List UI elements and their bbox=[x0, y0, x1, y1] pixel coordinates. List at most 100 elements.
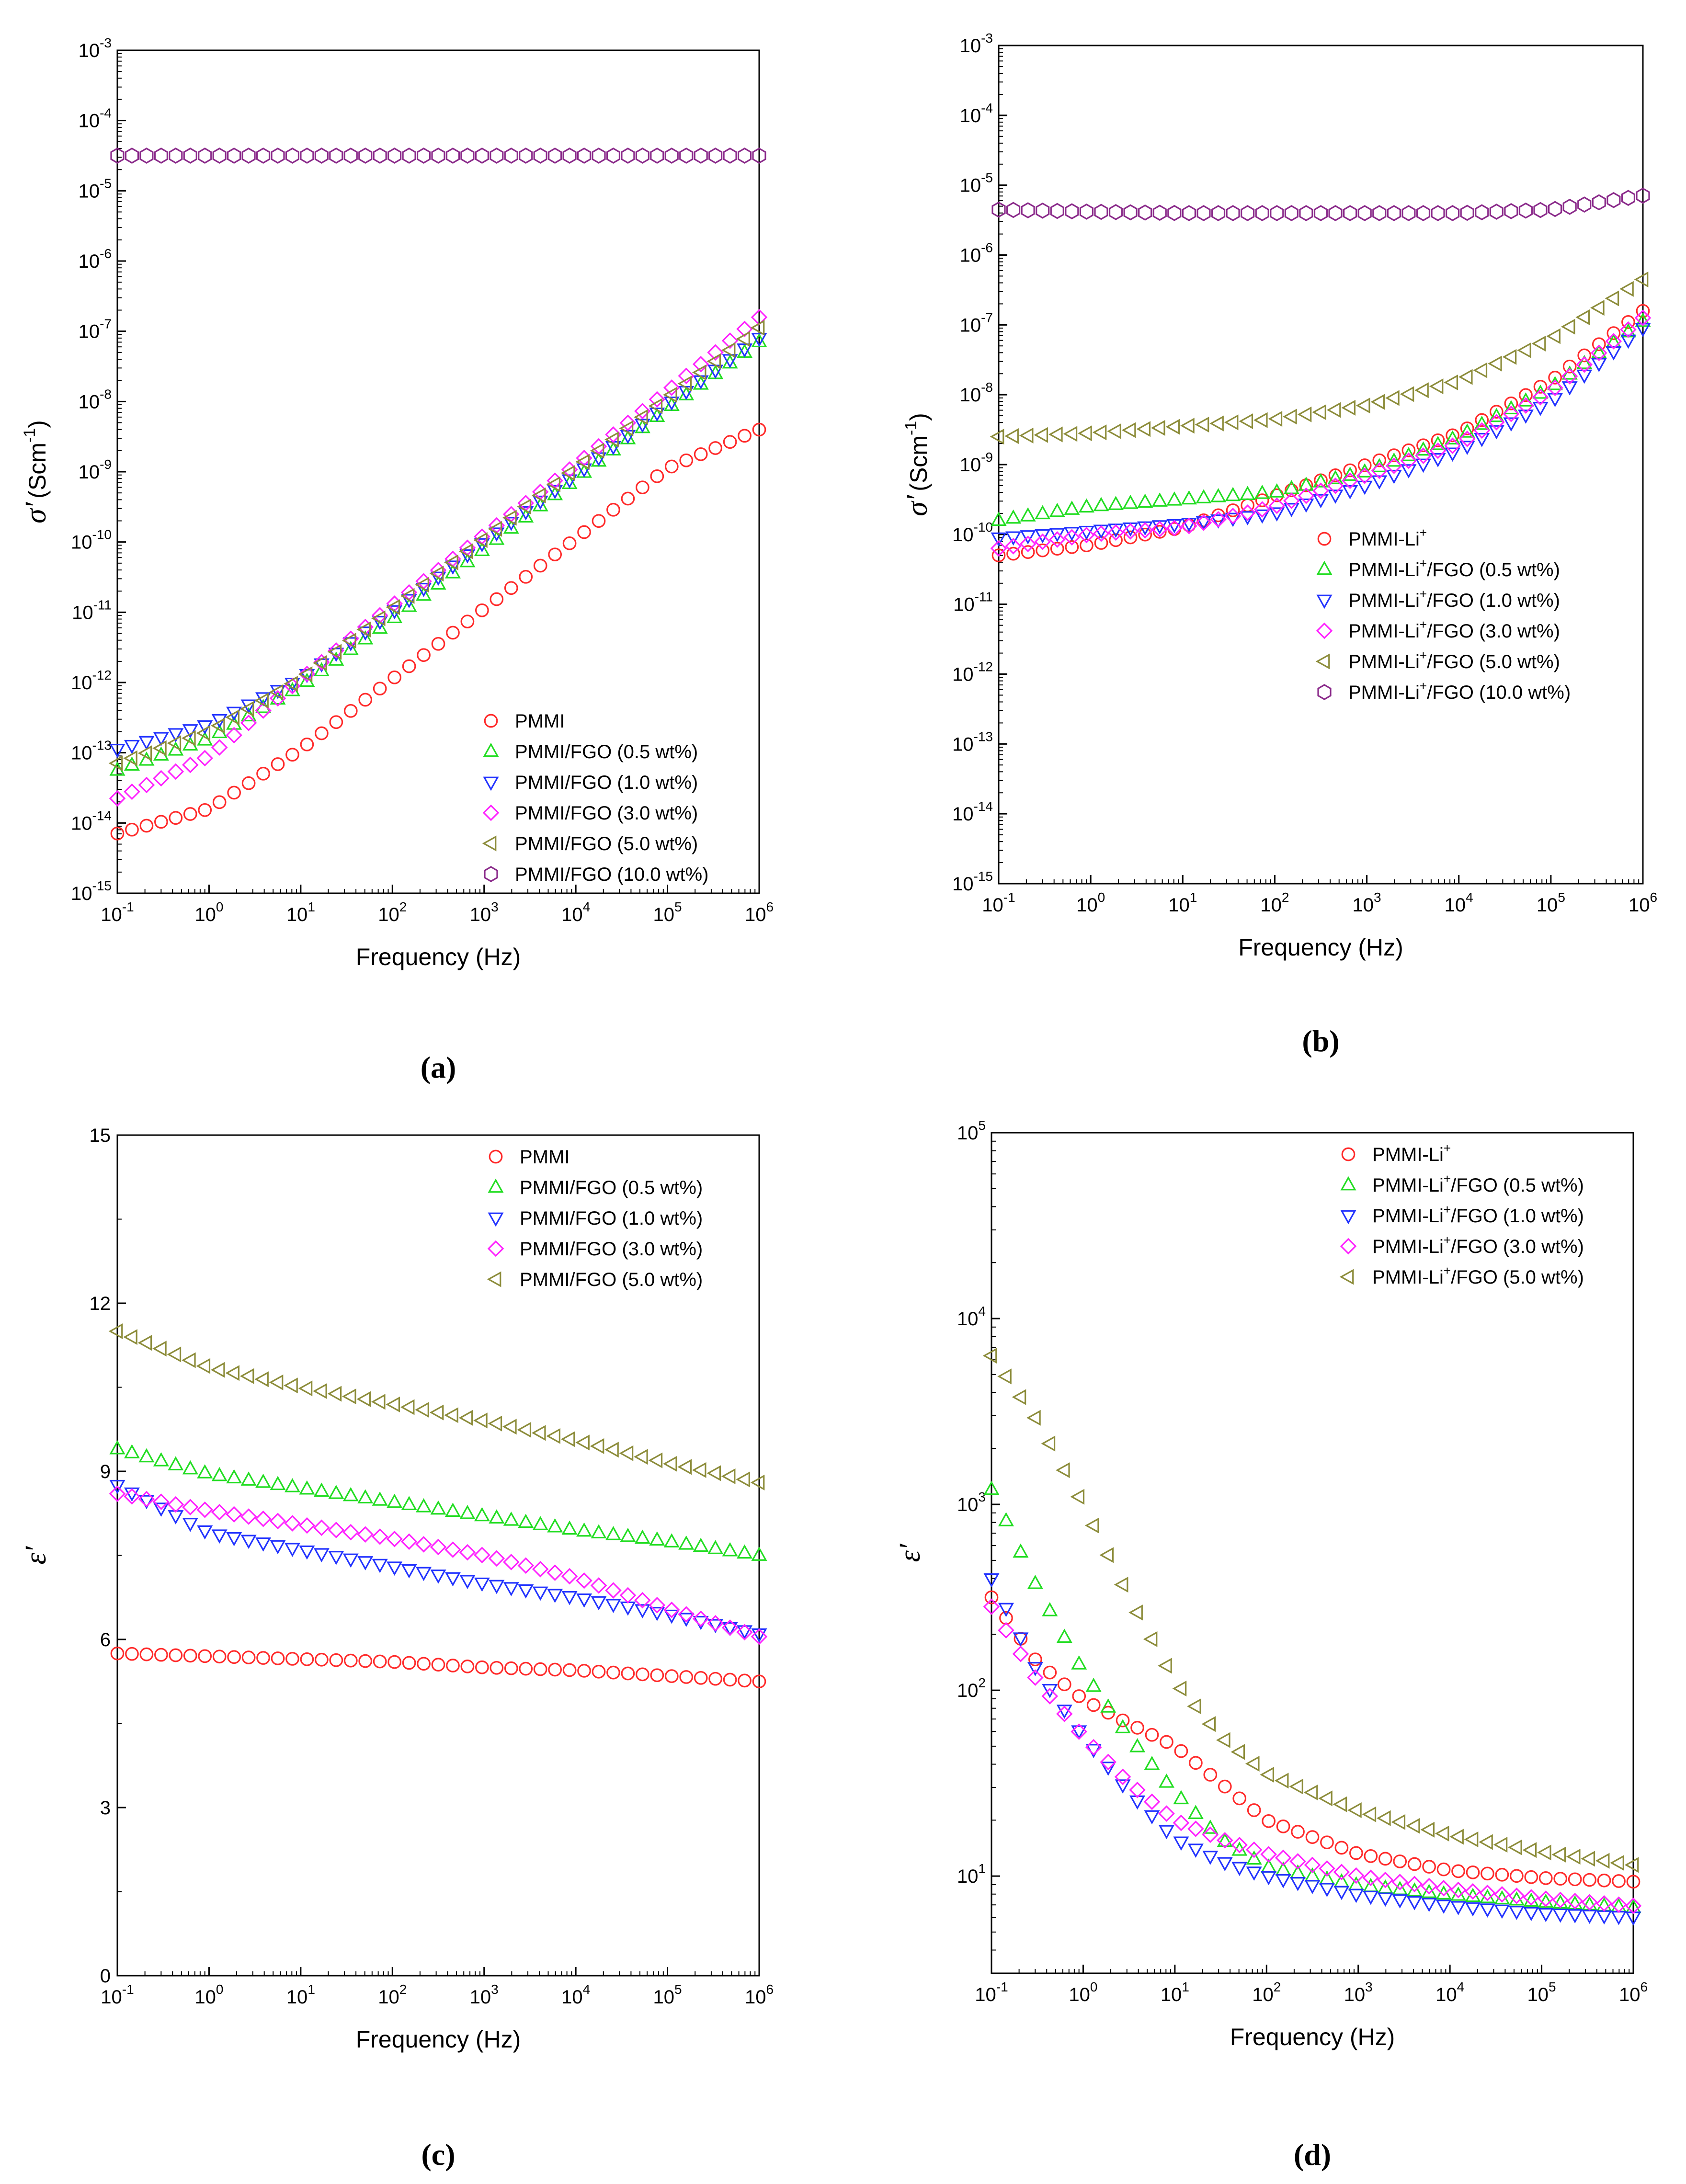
data-point bbox=[1465, 1902, 1481, 1917]
data-point bbox=[592, 514, 606, 528]
data-point bbox=[1378, 1852, 1392, 1866]
data-point bbox=[211, 1529, 228, 1544]
data-point bbox=[1145, 1728, 1159, 1742]
data-point bbox=[1333, 1796, 1347, 1812]
data-point bbox=[723, 435, 737, 449]
data-point bbox=[1547, 379, 1563, 397]
data-point bbox=[1246, 1866, 1262, 1881]
data-point bbox=[342, 633, 356, 649]
data-point bbox=[1392, 1894, 1408, 1909]
data-point bbox=[329, 715, 343, 729]
data-point bbox=[1532, 389, 1549, 406]
data-point bbox=[196, 1358, 211, 1374]
data-point bbox=[983, 1480, 1000, 1495]
legend-marker bbox=[1340, 1210, 1356, 1225]
data-point bbox=[1195, 514, 1212, 531]
data-point bbox=[533, 1662, 547, 1676]
data-point bbox=[547, 1518, 563, 1533]
x-axis-label: Frequency (Hz) bbox=[1230, 2024, 1395, 2050]
data-point bbox=[1422, 1860, 1436, 1874]
data-point bbox=[1508, 1906, 1525, 1920]
data-point bbox=[327, 644, 342, 660]
data-point bbox=[723, 1672, 737, 1687]
data-point bbox=[1050, 542, 1064, 556]
data-point bbox=[444, 1407, 458, 1423]
data-point bbox=[401, 1496, 417, 1511]
data-point bbox=[1450, 1901, 1467, 1915]
data-point bbox=[154, 815, 168, 829]
data-point bbox=[738, 429, 752, 443]
data-point bbox=[1523, 1907, 1539, 1922]
data-point bbox=[254, 693, 269, 709]
data-point bbox=[576, 1572, 592, 1589]
data-point bbox=[474, 1547, 490, 1563]
data-point bbox=[1005, 509, 1022, 524]
data-point bbox=[109, 790, 126, 807]
data-point bbox=[518, 508, 534, 523]
data-point bbox=[1333, 1873, 1350, 1888]
data-point bbox=[212, 1649, 227, 1664]
data-point bbox=[241, 776, 256, 790]
data-point bbox=[430, 1570, 446, 1584]
data-point bbox=[1013, 1543, 1029, 1558]
data-point bbox=[737, 1544, 753, 1559]
data-point bbox=[400, 1533, 418, 1550]
plot-frame bbox=[998, 45, 1644, 885]
data-point bbox=[619, 1587, 637, 1604]
data-point bbox=[1634, 272, 1649, 288]
data-point bbox=[1372, 205, 1387, 221]
data-point bbox=[592, 148, 606, 164]
y-tick-label: 10-13 bbox=[952, 729, 993, 755]
data-point bbox=[429, 1404, 444, 1421]
data-point bbox=[489, 1509, 505, 1524]
data-point bbox=[649, 1531, 665, 1546]
legend-entry: PMMI/FGO (5.0 wt%) bbox=[520, 1269, 703, 1290]
data-point bbox=[473, 1412, 488, 1429]
data-point bbox=[1620, 321, 1637, 338]
data-point bbox=[1268, 411, 1283, 427]
data-point bbox=[1634, 309, 1652, 327]
x-tick-label: 10-1 bbox=[101, 1982, 134, 2008]
data-point bbox=[1268, 497, 1286, 514]
data-point bbox=[1562, 359, 1577, 374]
data-point bbox=[109, 1485, 126, 1502]
data-point bbox=[1092, 424, 1107, 441]
legend-marker bbox=[487, 1240, 504, 1257]
x-tick-label: 105 bbox=[653, 1982, 682, 2008]
data-point bbox=[1173, 1814, 1190, 1831]
series-PMMI bbox=[110, 422, 766, 841]
data-point bbox=[387, 1561, 403, 1576]
data-point bbox=[459, 549, 476, 564]
data-point bbox=[1406, 1896, 1423, 1911]
data-point bbox=[1362, 1806, 1377, 1822]
legend-entry: PMMI/FGO (1.0 wt%) bbox=[520, 1208, 703, 1229]
data-point bbox=[1202, 1851, 1219, 1865]
data-point bbox=[1232, 1791, 1247, 1806]
data-point bbox=[285, 748, 299, 762]
data-point bbox=[430, 1500, 446, 1515]
data-point bbox=[474, 538, 490, 553]
data-point bbox=[125, 148, 139, 164]
data-point bbox=[372, 1491, 388, 1506]
data-point bbox=[650, 1668, 664, 1683]
y-tick-label: 15 bbox=[90, 1125, 111, 1146]
data-point bbox=[401, 594, 417, 608]
data-point bbox=[1348, 1888, 1364, 1903]
data-point bbox=[1275, 1849, 1292, 1866]
data-point bbox=[634, 1449, 648, 1465]
data-point bbox=[168, 1456, 184, 1471]
data-point bbox=[1606, 192, 1621, 208]
data-point bbox=[707, 344, 724, 361]
y-tick-label: 101 bbox=[957, 1861, 986, 1887]
data-point bbox=[1356, 467, 1373, 484]
plot-frame bbox=[991, 1132, 1634, 1974]
data-point bbox=[1561, 381, 1578, 396]
data-point bbox=[636, 1667, 649, 1682]
data-point bbox=[1328, 205, 1343, 221]
data-point bbox=[1581, 1851, 1595, 1867]
data-point bbox=[1211, 205, 1226, 221]
data-point bbox=[1606, 326, 1621, 340]
data-point bbox=[489, 531, 505, 545]
series-PMMI bbox=[110, 1646, 766, 1689]
data-point bbox=[387, 670, 401, 684]
